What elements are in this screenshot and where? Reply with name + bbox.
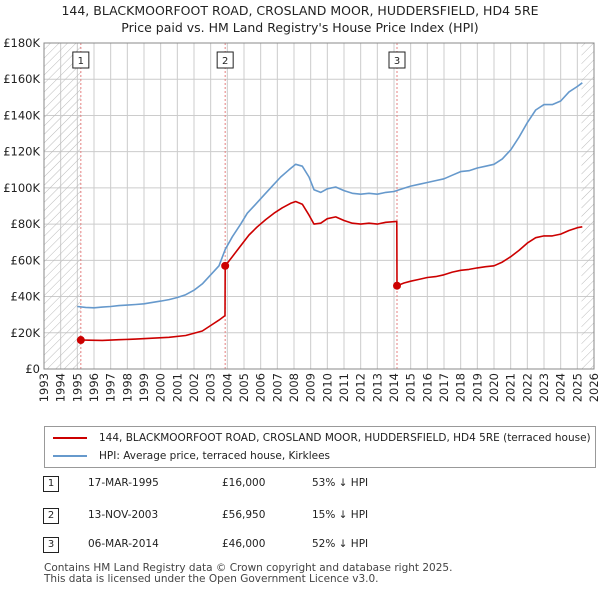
y-tick-label: £0 bbox=[25, 362, 40, 376]
transaction-number: 3 bbox=[43, 537, 59, 553]
transaction-price: £56,950 bbox=[222, 509, 266, 521]
price-chart: 1 2 3 £0 £20K £40K £60K £80K £100K £120K £140K £16… bbox=[3, 36, 600, 402]
x-tick-label: 2013 bbox=[370, 373, 384, 402]
series-line-hpi bbox=[77, 82, 583, 309]
legend-item-price-paid: 144, BLACKMOORFOOT ROAD, CROSLAND MOOR, … bbox=[53, 429, 591, 447]
chart-title-line1: 144, BLACKMOORFOOT ROAD, CROSLAND MOOR, … bbox=[61, 3, 539, 18]
transaction-row: 2 13-NOV-2003 £56,950 15% ↓ HPI bbox=[0, 508, 600, 528]
sale-marker-label: 2 bbox=[222, 56, 228, 67]
transaction-hpi-diff: 52% ↓ HPI bbox=[312, 538, 369, 550]
x-tick-label: 2012 bbox=[354, 373, 368, 402]
x-tick-label: 2019 bbox=[470, 373, 484, 402]
transaction-row: 3 06-MAR-2014 £46,000 52% ↓ HPI bbox=[0, 537, 600, 557]
sale-marker-label: 3 bbox=[394, 56, 400, 67]
x-tick-label: 1999 bbox=[137, 373, 151, 402]
chart-legend: 144, BLACKMOORFOOT ROAD, CROSLAND MOOR, … bbox=[44, 426, 596, 468]
legend-swatch-hpi bbox=[53, 455, 87, 457]
transaction-price: £46,000 bbox=[222, 538, 266, 550]
legend-label-price-paid: 144, BLACKMOORFOOT ROAD, CROSLAND MOOR, … bbox=[99, 432, 591, 444]
transaction-row: 1 17-MAR-1995 £16,000 53% ↓ HPI bbox=[0, 476, 600, 496]
footer-copyright: Contains HM Land Registry data © Crown c… bbox=[44, 562, 453, 574]
x-tick-label: 2018 bbox=[454, 373, 468, 402]
y-tick-label: £60K bbox=[11, 253, 41, 267]
x-tick-label: 2025 bbox=[570, 373, 584, 402]
transaction-number: 1 bbox=[43, 476, 59, 492]
y-tick-label: £20K bbox=[11, 326, 41, 340]
footer-licence: This data is licensed under the Open Gov… bbox=[44, 573, 379, 585]
x-tick-label: 2017 bbox=[437, 373, 451, 402]
x-tick-label: 2009 bbox=[304, 373, 318, 402]
x-tick-label: 1997 bbox=[104, 373, 118, 402]
x-tick-label: 1996 bbox=[87, 373, 101, 402]
x-tick-label: 2002 bbox=[187, 373, 201, 402]
x-tick-label: 2024 bbox=[554, 373, 568, 402]
transaction-price: £16,000 bbox=[222, 477, 266, 489]
legend-item-hpi: HPI: Average price, terraced house, Kirk… bbox=[53, 447, 330, 465]
y-tick-label: £40K bbox=[11, 290, 41, 304]
sale-marker-box bbox=[216, 51, 234, 69]
x-tick-label: 2021 bbox=[504, 373, 518, 402]
series-line-price-paid bbox=[80, 200, 583, 342]
sale-marker-box bbox=[388, 51, 406, 69]
x-tick-label: 1995 bbox=[70, 373, 84, 402]
x-tick-label: 2006 bbox=[254, 373, 268, 402]
x-tick-label: 2014 bbox=[387, 373, 401, 402]
x-tick-label: 2000 bbox=[154, 373, 168, 402]
x-tick-label: 1998 bbox=[120, 373, 134, 402]
y-tick-label: £160K bbox=[3, 72, 40, 86]
chart-title-line2: Price paid vs. HM Land Registry's House … bbox=[121, 20, 479, 35]
transaction-date: 13-NOV-2003 bbox=[88, 509, 159, 521]
x-tick-label: 1993 bbox=[37, 373, 51, 402]
y-tick-label: £180K bbox=[3, 36, 40, 50]
hatched-region bbox=[44, 43, 81, 369]
transaction-date: 17-MAR-1995 bbox=[88, 477, 159, 489]
y-tick-label: £120K bbox=[3, 145, 40, 159]
sale-marker-label: 1 bbox=[78, 56, 84, 67]
plot-frame bbox=[43, 42, 595, 370]
transaction-hpi-diff: 15% ↓ HPI bbox=[312, 509, 369, 521]
y-tick-label: £100K bbox=[3, 181, 40, 195]
x-tick-label: 2020 bbox=[487, 373, 501, 402]
x-tick-label: 2010 bbox=[320, 373, 334, 402]
legend-swatch-price-paid bbox=[53, 437, 87, 439]
hatched-region bbox=[581, 43, 594, 369]
sale-point bbox=[393, 281, 401, 290]
y-tick-label: £140K bbox=[3, 108, 40, 122]
x-tick-label: 2005 bbox=[237, 373, 251, 402]
x-tick-label: 2023 bbox=[537, 373, 551, 402]
x-tick-label: 2011 bbox=[337, 373, 351, 402]
y-tick-label: £80K bbox=[11, 217, 41, 231]
x-tick-label: 2022 bbox=[520, 373, 534, 402]
x-tick-label: 1994 bbox=[54, 373, 68, 402]
x-tick-label: 2016 bbox=[420, 373, 434, 402]
x-tick-label: 2008 bbox=[287, 373, 301, 402]
transaction-date: 06-MAR-2014 bbox=[88, 538, 159, 550]
sale-marker-box bbox=[72, 51, 90, 69]
sale-point bbox=[76, 336, 85, 345]
x-tick-label: 2004 bbox=[220, 373, 234, 402]
x-tick-label: 2003 bbox=[204, 373, 218, 402]
x-tick-label: 2007 bbox=[270, 373, 284, 402]
x-tick-label: 2015 bbox=[404, 373, 418, 402]
transaction-number: 2 bbox=[43, 508, 59, 524]
x-tick-label: 2026 bbox=[587, 373, 600, 402]
legend-label-hpi: HPI: Average price, terraced house, Kirk… bbox=[99, 450, 331, 462]
sale-point bbox=[221, 261, 230, 270]
transaction-hpi-diff: 53% ↓ HPI bbox=[312, 477, 369, 489]
x-tick-label: 2001 bbox=[170, 373, 184, 402]
